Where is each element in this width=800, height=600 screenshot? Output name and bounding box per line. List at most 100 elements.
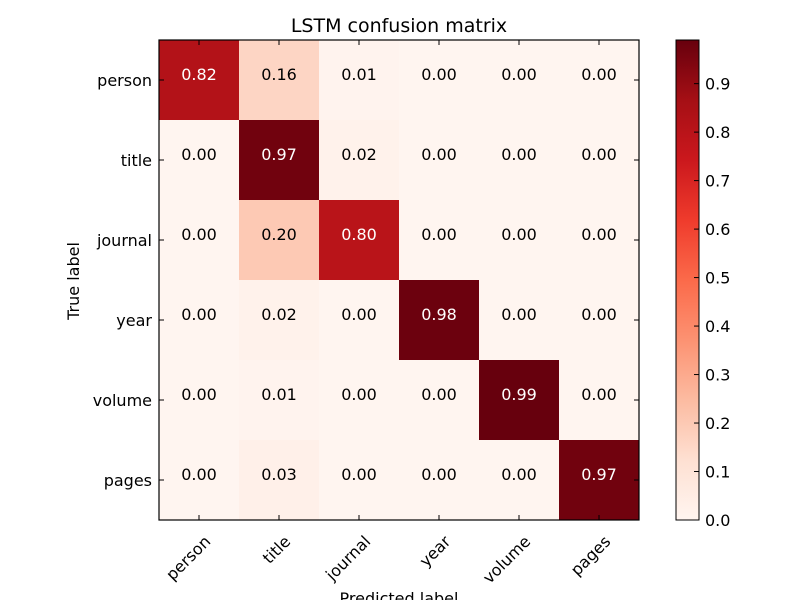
cell-value-label: 0.97 xyxy=(581,465,617,484)
x-tick-label: person xyxy=(162,532,214,584)
colorbar-ticks: 0.0 0.1 0.2 0.3 0.4 0.5 0.6 0.7 0.8 0.9 xyxy=(694,75,730,530)
y-tick-label: title xyxy=(121,151,152,170)
heatmap-cell xyxy=(159,120,239,200)
cell-value-label: 0.98 xyxy=(421,305,457,324)
cell-value-label: 0.00 xyxy=(421,65,457,84)
colorbar-tick-label: 0.3 xyxy=(705,366,730,385)
heatmap-cell xyxy=(399,360,479,440)
y-tick-label: journal xyxy=(96,231,152,250)
heatmap-cell xyxy=(319,120,399,200)
x-tick-label: year xyxy=(416,532,455,571)
colorbar-tick-label: 0.8 xyxy=(705,123,730,142)
heatmap-cell xyxy=(479,280,559,360)
cell-value-label: 0.80 xyxy=(341,225,377,244)
x-tick-label: title xyxy=(259,532,295,568)
colorbar-tick-label: 0.9 xyxy=(705,75,730,94)
cell-value-label: 0.00 xyxy=(581,225,617,244)
cell-value-label: 0.20 xyxy=(261,225,297,244)
heatmap-cell xyxy=(319,440,399,520)
cell-value-label: 0.00 xyxy=(421,145,457,164)
cell-value-label: 0.00 xyxy=(421,225,457,244)
cell-value-label: 0.00 xyxy=(181,305,217,324)
colorbar-gradient xyxy=(675,39,700,521)
heatmap-cell xyxy=(399,120,479,200)
heatmap-cell xyxy=(559,120,639,200)
cell-value-label: 0.00 xyxy=(581,305,617,324)
y-tick-label: person xyxy=(97,71,152,90)
heatmap-cell-labels: 0.82 0.16 0.01 0.00 0.00 0.00 0.00 0.97 0.02 0.00… xyxy=(181,65,617,484)
heatmap-cell xyxy=(479,360,559,440)
cell-value-label: 0.00 xyxy=(501,225,537,244)
colorbar-tick-label: 0.2 xyxy=(705,414,730,433)
heatmap-cell xyxy=(399,40,479,120)
cell-value-label: 0.00 xyxy=(501,465,537,484)
heatmap-cell xyxy=(159,440,239,520)
heatmap-cell xyxy=(239,40,319,120)
colorbar-tick-label: 0.0 xyxy=(705,511,730,530)
x-axis-label: Predicted label xyxy=(340,589,459,600)
cell-value-label: 0.99 xyxy=(501,385,537,404)
cell-value-label: 0.01 xyxy=(341,65,377,84)
heatmap-cell xyxy=(159,200,239,280)
heatmap-cell xyxy=(239,280,319,360)
heatmap-cell xyxy=(159,40,239,120)
heatmap-cell xyxy=(319,280,399,360)
heatmap-cell xyxy=(159,360,239,440)
y-axis-label: True label xyxy=(64,242,83,321)
cell-value-label: 0.97 xyxy=(261,145,297,164)
cell-value-label: 0.82 xyxy=(181,65,217,84)
heatmap-cell xyxy=(239,440,319,520)
cell-value-label: 0.00 xyxy=(341,305,377,324)
y-tick-label: pages xyxy=(104,471,152,490)
colorbar-tick-label: 0.4 xyxy=(705,317,730,336)
heatmap-cell xyxy=(559,40,639,120)
x-tick-label: pages xyxy=(567,532,615,580)
heatmap-cell xyxy=(319,360,399,440)
heatmap-cell xyxy=(319,200,399,280)
cell-value-label: 0.00 xyxy=(181,465,217,484)
heatmap-cell xyxy=(399,200,479,280)
cell-value-label: 0.00 xyxy=(181,145,217,164)
cell-value-label: 0.00 xyxy=(181,225,217,244)
cell-value-label: 0.01 xyxy=(261,385,297,404)
heatmap-cells xyxy=(159,40,639,520)
cell-value-label: 0.02 xyxy=(341,145,377,164)
heatmap-cell xyxy=(159,280,239,360)
heatmap-cell xyxy=(559,360,639,440)
chart-title: LSTM confusion matrix xyxy=(291,15,507,37)
cell-value-label: 0.00 xyxy=(421,465,457,484)
x-tick-label: volume xyxy=(479,532,534,587)
heatmap-cell xyxy=(559,440,639,520)
heatmap-cell xyxy=(239,200,319,280)
cell-value-label: 0.00 xyxy=(501,65,537,84)
cell-value-label: 0.16 xyxy=(261,65,297,84)
heatmap-cell xyxy=(239,120,319,200)
cell-value-label: 0.02 xyxy=(261,305,297,324)
heatmap-cell xyxy=(399,440,479,520)
colorbar-tick-label: 0.7 xyxy=(705,172,730,191)
cell-value-label: 0.03 xyxy=(261,465,297,484)
colorbar: 0.0 0.1 0.2 0.3 0.4 0.5 0.6 0.7 0.8 0.9 xyxy=(675,39,730,530)
heatmap-cell xyxy=(479,40,559,120)
cell-value-label: 0.00 xyxy=(581,65,617,84)
cell-value-label: 0.00 xyxy=(501,145,537,164)
y-tick-label: year xyxy=(116,311,152,330)
plot-axes xyxy=(158,39,640,521)
heatmap-cell xyxy=(319,40,399,120)
heatmap-cell xyxy=(479,200,559,280)
heatmap-cell xyxy=(479,440,559,520)
heatmap-cell xyxy=(399,280,479,360)
cell-value-label: 0.00 xyxy=(501,305,537,324)
colorbar-tick-label: 0.6 xyxy=(705,220,730,239)
heatmap-cell xyxy=(239,360,319,440)
colorbar-tick-label: 0.1 xyxy=(705,463,730,482)
cell-value-label: 0.00 xyxy=(341,385,377,404)
colorbar-tick-label: 0.5 xyxy=(705,269,730,288)
heatmap-cell xyxy=(479,120,559,200)
plot-frame xyxy=(158,39,640,521)
heatmap-cell xyxy=(559,280,639,360)
cell-value-label: 0.00 xyxy=(581,385,617,404)
y-tick-label: volume xyxy=(93,391,152,410)
x-tick-label: journal xyxy=(321,532,374,585)
